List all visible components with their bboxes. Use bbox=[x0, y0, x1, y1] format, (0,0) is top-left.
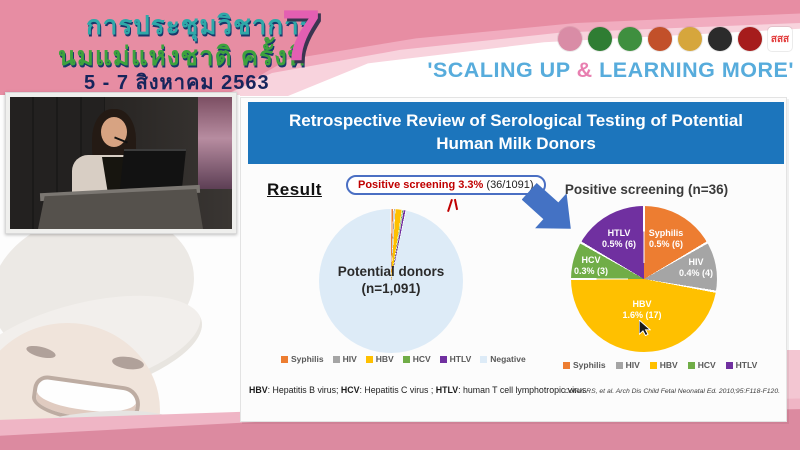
green-emblem-2-logo bbox=[618, 27, 642, 51]
slogan-ampersand: & bbox=[576, 58, 593, 82]
callout-highlight: Positive screening 3.3% bbox=[358, 179, 484, 191]
black-round-emblem-logo bbox=[708, 27, 732, 51]
positive-screening-callout: Positive screening 3.3% (36/1091) bbox=[346, 175, 546, 195]
legend-item: HBV bbox=[365, 354, 394, 364]
slice-name: HIV bbox=[688, 257, 704, 268]
legend-swatch bbox=[402, 355, 410, 363]
legend-label: HBV bbox=[375, 354, 394, 364]
legend-label: Syphilis bbox=[291, 354, 324, 364]
legend-label: HIV bbox=[625, 360, 640, 370]
presenter-video-frame bbox=[10, 97, 232, 229]
slice-value: 0.3% (3) bbox=[573, 266, 609, 276]
legend-label: Negative bbox=[490, 354, 526, 364]
legend-label: HCV bbox=[697, 360, 716, 370]
legend-label: HTLV bbox=[449, 354, 472, 364]
legend-swatch bbox=[687, 361, 695, 369]
legend-swatch bbox=[332, 355, 340, 363]
green-emblem-1-logo bbox=[588, 27, 612, 51]
center-label-line2: (n=1,091) bbox=[361, 281, 421, 296]
legend-item: HBV bbox=[649, 360, 678, 370]
result-heading: Result bbox=[267, 180, 322, 199]
slice-name: HTLV bbox=[607, 228, 631, 239]
center-label-line1: Potential donors bbox=[337, 264, 445, 280]
conference-date: 5 - 7 สิงหาคม 2563 bbox=[84, 72, 270, 94]
potential-donors-pie-chart bbox=[319, 209, 463, 353]
presenter-face bbox=[101, 117, 127, 147]
podium-laptop bbox=[119, 149, 187, 189]
podium bbox=[38, 189, 203, 229]
legend-item: Syphilis bbox=[563, 360, 606, 370]
mother-and-child-foundation-logo bbox=[558, 27, 582, 51]
conference-title-line1: การประชุมวิชาการ bbox=[86, 10, 315, 40]
legend-positive-screening: Syphilis HIV HBV HCV HTLV bbox=[563, 360, 757, 370]
reference-citation: Cohen RS, et al. Arch Dis Child Fetal Ne… bbox=[564, 388, 780, 395]
callout-pointer-line-1 bbox=[447, 199, 453, 212]
legend-potential-donors: Syphilis HIV HBV HCV HTLV Negative bbox=[281, 354, 526, 364]
slice-value: 0.4% (4) bbox=[678, 268, 714, 278]
right-edge-pink-strip bbox=[785, 350, 800, 410]
footnote-text: : Hepatitis B virus; bbox=[267, 385, 341, 395]
conference-banner: การประชุมวิชาการ นมแม่แห่งชาติ ครั้งที่ … bbox=[0, 0, 800, 96]
blue-arrow-icon bbox=[521, 182, 578, 238]
golden-crown-emblem-logo bbox=[678, 27, 702, 51]
legend-item: HIV bbox=[615, 360, 640, 370]
slice-label-hcv: HCV 0.3% (3) bbox=[574, 255, 608, 277]
slice-value: 0.5% (6) bbox=[648, 239, 684, 249]
legend-item: HCV bbox=[402, 354, 431, 364]
footnote-abbr-hcv: HCV bbox=[340, 385, 360, 395]
conference-title-line2: นมแม่แห่งชาติ ครั้งที่ bbox=[58, 41, 306, 71]
legend-label: HCV bbox=[412, 354, 431, 364]
legend-item: Syphilis bbox=[281, 354, 324, 364]
mouse-cursor-icon bbox=[638, 318, 652, 337]
legend-swatch bbox=[725, 361, 733, 369]
presenter-video-feed bbox=[5, 92, 237, 234]
slogan-open: 'SCALING UP bbox=[427, 58, 577, 82]
slogan-close: LEARNING MORE' bbox=[592, 58, 794, 82]
legend-label: HIV bbox=[342, 354, 357, 364]
abbreviation-footnote: HBV: Hepatitis B virus; HCV: Hepatitis C… bbox=[249, 385, 586, 395]
legend-item: HTLV bbox=[439, 354, 472, 364]
footnote-abbr-hbv: HBV bbox=[249, 385, 268, 395]
footnote-text: : human T cell lymphotropic virus bbox=[458, 385, 587, 395]
slice-label-hiv: HIV 0.4% (4) bbox=[679, 257, 713, 279]
legend-swatch bbox=[439, 355, 447, 363]
slice-value: 1.6% (17) bbox=[622, 310, 662, 320]
slice-label-syphilis: Syphilis 0.5% (6) bbox=[649, 228, 684, 250]
thai-royal-emblem-logo bbox=[648, 27, 672, 51]
footnote-abbr-htlv: HTLV bbox=[435, 385, 459, 395]
slice-label-hbv: HBV 1.6% (17) bbox=[622, 299, 661, 321]
legend-item: HCV bbox=[687, 360, 716, 370]
legend-item: HTLV bbox=[725, 360, 758, 370]
positive-screening-chart-title: Positive screening (n=36) bbox=[564, 182, 729, 197]
thaihealth-sss-logo: สสส bbox=[768, 27, 792, 51]
slice-name: HBV bbox=[632, 299, 652, 310]
callout-pointer-line-2 bbox=[453, 198, 459, 211]
potential-donors-center-label: Potential donors (n=1,091) bbox=[338, 264, 445, 298]
conference-slogan: 'SCALING UP & LEARNING MORE' bbox=[427, 58, 794, 83]
red-round-emblem-logo bbox=[738, 27, 762, 51]
projection-screen-partial bbox=[198, 97, 232, 189]
legend-label: HTLV bbox=[735, 360, 758, 370]
slice-name: HCV bbox=[581, 255, 601, 266]
legend-item: HIV bbox=[332, 354, 357, 364]
legend-item: Negative bbox=[480, 354, 526, 364]
slice-name: Syphilis bbox=[648, 228, 684, 239]
sponsor-logos-row: สสส bbox=[558, 27, 792, 51]
slide-title: Retrospective Review of Serological Test… bbox=[248, 102, 784, 164]
footnote-text: : Hepatitis C virus ; bbox=[359, 385, 436, 395]
legend-label: HBV bbox=[659, 360, 678, 370]
legend-swatch bbox=[615, 361, 623, 369]
callout-detail: (36/1091) bbox=[483, 179, 534, 191]
slice-value: 0.5% (6) bbox=[601, 239, 637, 249]
legend-label: Syphilis bbox=[573, 360, 606, 370]
legend-swatch bbox=[649, 361, 657, 369]
legend-swatch bbox=[281, 355, 288, 363]
legend-swatch bbox=[480, 355, 488, 363]
legend-swatch bbox=[365, 355, 373, 363]
conference-number: 7 bbox=[281, 0, 322, 76]
presentation-slide: Retrospective Review of Serological Test… bbox=[240, 97, 787, 422]
slice-label-htlv: HTLV 0.5% (6) bbox=[602, 228, 636, 250]
legend-swatch bbox=[563, 361, 570, 369]
